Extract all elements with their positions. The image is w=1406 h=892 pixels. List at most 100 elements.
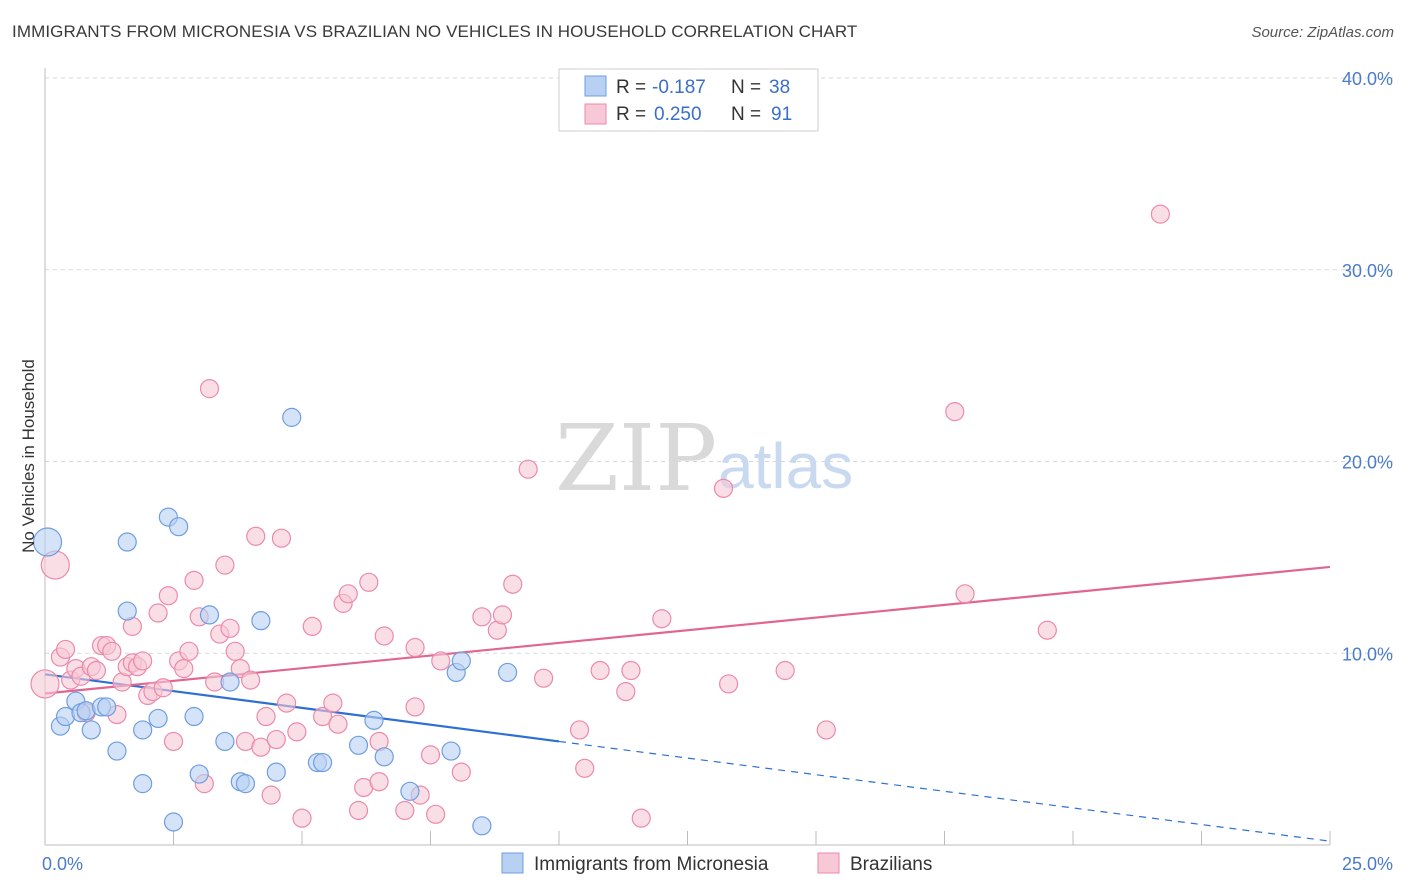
trend-lines [44,565,1331,842]
brazilian-point [431,651,451,671]
brazilian-point [133,651,153,671]
micronesia-point [312,752,333,773]
brazilian-point [945,402,965,422]
brazilian-point [405,697,425,717]
brazilian-point [420,745,441,765]
micronesia-point [81,720,101,740]
brazilian-point [503,574,523,594]
brazilian-point [179,641,199,661]
micronesia-point [163,812,184,832]
legend-r-value-blue: -0.187 [652,77,706,98]
micronesia-point [169,517,189,537]
brazilian-point [451,762,471,782]
brazilian-point [312,706,333,727]
watermark-zip: ZIP [555,405,717,512]
correlation-legend: R = -0.187 N = 38 R = 0.250 N = 91 [558,68,819,132]
brazilian-point [621,660,641,681]
brazilian-point [302,616,322,637]
brazilian-point [575,758,595,778]
brazilian-point [405,637,425,658]
micronesia-point [348,735,369,755]
gridlines [45,77,1395,654]
brazilian-point [652,609,672,629]
brazilian-point [261,785,281,805]
brazilian-point [533,668,554,688]
brazilian-point [199,379,220,399]
micronesia-point [133,720,153,740]
micronesia-point [148,708,168,729]
brazilian-point [323,693,343,713]
brazilian-point [246,526,266,546]
y-tick-label: 20.0% [1342,453,1393,473]
brazilian-point [955,584,975,604]
brazilian-point [359,572,379,592]
brazilian-point [775,660,795,681]
micronesia-point [472,816,492,836]
brazilian-point [492,605,513,625]
brazilian-point [30,669,60,699]
legend-n-label-pink: N = [731,104,761,125]
brazilian-point [426,804,446,824]
legend-swatch-blue [584,75,607,97]
brazilian-point [153,678,173,698]
micronesia-point [220,672,240,692]
brazilian-point [251,737,271,757]
brazilian-point [215,555,235,575]
y-tick-label: 40.0% [1342,69,1393,89]
brazilian-point [55,639,76,660]
y-tick-labels: 10.0% 20.0% 30.0% 40.0% [1342,69,1393,664]
micronesia-point [235,774,256,794]
legend-n-value-blue: 38 [769,77,790,98]
x-tick-label: 0.0% [42,854,83,874]
micronesia-point [266,762,286,782]
brazilian-point [102,641,122,661]
brazilian-point [338,584,358,604]
brazilian-point [369,772,389,792]
brazilian-point [86,660,107,681]
series-legend: Immigrants from Micronesia Brazilians [501,852,932,875]
micronesia-point [441,741,461,761]
brazilian-point [518,459,538,479]
micronesia-point [451,651,471,671]
micronesia-point [498,662,518,683]
brazilian-point [616,681,636,702]
series-swatch-micronesia [501,852,524,874]
brazilian-point [158,586,178,606]
micronesia-point [117,532,137,552]
brazilian-point [271,528,292,548]
series-label-micronesia: Immigrants from Micronesia [534,854,769,875]
micronesia-point [199,605,220,625]
micronesia-point [133,774,153,794]
brazilian-point [287,722,307,742]
micronesia-trend-extension [558,740,1331,842]
brazilian-point [266,729,286,750]
brazilian-point [328,714,348,734]
micronesia-point [97,697,117,717]
brazilian-trend-line [44,565,1331,695]
legend-swatch-pink [584,103,607,125]
micronesia-point [32,527,63,557]
series-swatch-brazilians [817,852,840,874]
legend-r-label-pink: R = [616,104,646,125]
brazilian-point [220,618,240,638]
brazilian-point [276,693,297,713]
brazilian-point [569,720,590,740]
brazilian-point [241,670,261,690]
micronesia-point [117,601,137,621]
watermark-atlas: atlas [718,430,853,502]
brazilian-point [292,808,312,828]
micronesia-point [282,407,302,427]
brazilian-point [590,660,610,681]
y-tick-label: 10.0% [1342,644,1393,664]
brazilian-point [816,720,836,740]
brazilian-point [631,808,651,828]
micronesia-point [364,710,384,730]
brazilian-point [256,706,276,727]
series-label-brazilians: Brazilians [850,854,932,875]
brazilian-point [163,731,184,752]
legend-n-label-blue: N = [731,77,761,98]
micronesia-point [107,741,127,761]
brazilian-point [395,800,415,821]
brazilian-point [174,658,194,679]
